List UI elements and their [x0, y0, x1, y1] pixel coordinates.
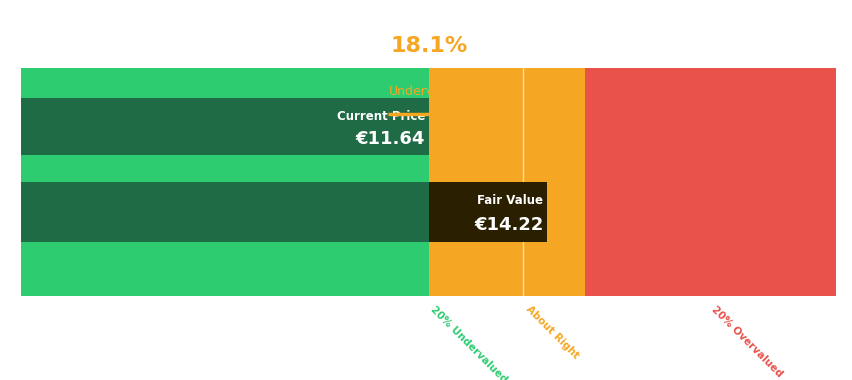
- Bar: [21, 182, 492, 242]
- Text: Current Price: Current Price: [337, 110, 424, 123]
- Bar: [21, 98, 428, 155]
- Text: Fair Value: Fair Value: [477, 194, 543, 207]
- Text: 18.1%: 18.1%: [390, 36, 467, 55]
- Text: 20% Undervalued: 20% Undervalued: [428, 304, 509, 380]
- Bar: [428, 68, 584, 296]
- Bar: [428, 182, 546, 242]
- Text: 20% Overvalued: 20% Overvalued: [709, 304, 784, 379]
- Text: €11.64: €11.64: [355, 130, 424, 148]
- Bar: [21, 68, 428, 296]
- Bar: [584, 68, 835, 296]
- Text: €14.22: €14.22: [474, 216, 543, 234]
- Text: Undervalued: Undervalued: [389, 85, 469, 98]
- Bar: [302, 98, 428, 155]
- Text: About Right: About Right: [523, 304, 580, 361]
